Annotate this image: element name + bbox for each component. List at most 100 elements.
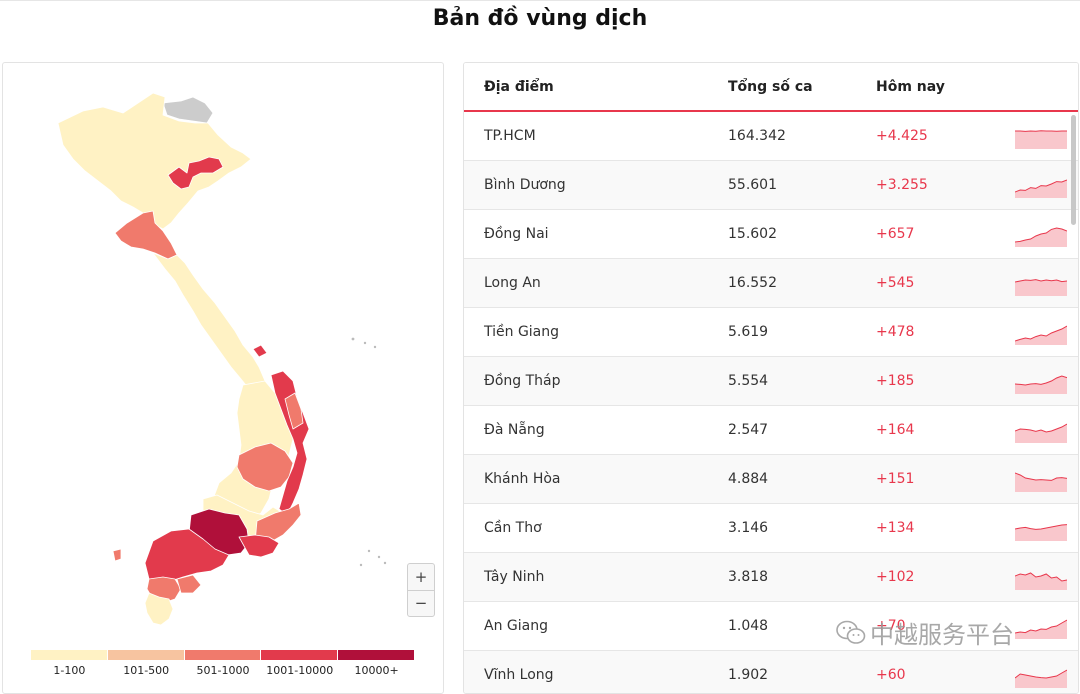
page-title: Bản đồ vùng dịch	[432, 6, 648, 31]
table-row[interactable]: Tiền Giang 5.619 +478	[464, 308, 1078, 357]
island-dot	[367, 549, 371, 553]
map-legend: 1-100 101-500 501-1000 1001-10000 10000+	[31, 650, 415, 680]
row-place: Bình Dương	[484, 177, 566, 193]
province-binh-dinh[interactable]	[284, 392, 304, 430]
row-today: +70	[876, 618, 906, 634]
row-today: +60	[876, 667, 906, 683]
province-ca-mau[interactable]	[144, 592, 174, 626]
sparkline-line	[1015, 472, 1067, 481]
province-hanoi[interactable]	[167, 156, 224, 190]
table-row[interactable]: Đồng Tháp 5.554 +185	[464, 357, 1078, 406]
table-row[interactable]: TP.HCM 164.342 +4.425	[464, 112, 1078, 161]
trend-sparkline	[1015, 669, 1067, 688]
sparkline-line	[1015, 524, 1067, 530]
row-total: 2.547	[728, 422, 769, 438]
table-row[interactable]: Bình Dương 55.601 +3.255	[464, 161, 1078, 210]
province-dak-lak[interactable]	[236, 442, 294, 492]
province-northwest[interactable]	[114, 210, 178, 260]
sparkline-area	[1015, 424, 1067, 443]
province-soc-trang[interactable]	[176, 574, 202, 594]
province-dong-nai[interactable]	[238, 534, 280, 558]
column-header-place[interactable]: Địa điểm	[484, 79, 554, 95]
zoom-in-button[interactable]: +	[414, 568, 428, 586]
row-place: Đồng Tháp	[484, 373, 561, 389]
sparkline-line	[1015, 572, 1067, 582]
legend-swatch-2	[107, 650, 184, 660]
sparkline-area	[1015, 670, 1067, 688]
row-today: +164	[876, 422, 915, 438]
row-place: Đồng Nai	[484, 226, 549, 242]
legend-swatch-4	[261, 650, 338, 660]
map-zoom-control: + −	[407, 563, 435, 617]
sparkline-area	[1015, 228, 1067, 247]
table-row[interactable]: Vĩnh Long 1.902 +60	[464, 651, 1078, 693]
province-north-region[interactable]	[57, 92, 252, 230]
table-row[interactable]: Khánh Hòa 4.884 +151	[464, 455, 1078, 504]
table-header: Địa điểm Tổng số ca Hôm nay	[464, 63, 1078, 112]
vietnam-choropleth-map[interactable]	[3, 63, 443, 643]
island-phu-quoc[interactable]	[112, 548, 122, 562]
row-total: 4.884	[728, 471, 769, 487]
row-total: 164.342	[728, 128, 786, 144]
sparkline-area	[1015, 524, 1067, 541]
province-thua-thien[interactable]	[252, 344, 268, 358]
table-scrollbar[interactable]	[1071, 115, 1076, 225]
trend-sparkline	[1015, 179, 1067, 198]
row-place: Khánh Hòa	[484, 471, 561, 487]
trend-sparkline	[1015, 375, 1067, 394]
column-header-today[interactable]: Hôm nay	[876, 79, 945, 95]
sparkline-line	[1015, 130, 1067, 132]
legend-label: 1001-10000	[266, 664, 334, 677]
island-dot	[359, 563, 363, 567]
table-row[interactable]: Cần Thơ 3.146 +134	[464, 504, 1078, 553]
province-northeast-nodata[interactable]	[162, 96, 214, 124]
row-total: 3.146	[728, 520, 769, 536]
sparkline-area	[1015, 376, 1067, 394]
cases-table-panel: Địa điểm Tổng số ca Hôm nay TP.HCM 164.34…	[463, 62, 1079, 694]
sparkline-line	[1015, 227, 1067, 243]
legend-label: 1-100	[53, 664, 86, 677]
sparkline-line	[1015, 279, 1067, 283]
trend-sparkline	[1015, 572, 1067, 590]
row-place: Long An	[484, 275, 541, 291]
table-row[interactable]: Đà Nẵng 2.547 +164	[464, 406, 1078, 455]
trend-sparkline	[1015, 524, 1067, 541]
legend-swatch-3	[184, 650, 261, 660]
row-total: 5.554	[728, 373, 769, 389]
sparkline-line	[1015, 619, 1067, 634]
watermark: 中越服务平台	[836, 615, 1014, 650]
trend-sparkline	[1015, 619, 1067, 639]
row-today: +102	[876, 569, 915, 585]
row-total: 1.048	[728, 618, 769, 634]
column-header-total[interactable]: Tổng số ca	[728, 79, 813, 95]
row-today: +3.255	[876, 177, 928, 193]
sparkline-line	[1015, 375, 1067, 386]
island-dot	[377, 555, 381, 559]
row-today: +134	[876, 520, 915, 536]
row-total: 15.602	[728, 226, 777, 242]
province-central-north[interactable]	[152, 252, 266, 394]
sparkline-area	[1015, 279, 1067, 296]
zoom-out-button[interactable]: −	[408, 590, 434, 616]
table-row[interactable]: An Giang 1.048 +70	[464, 602, 1078, 651]
sparkline-line	[1015, 669, 1067, 679]
trend-sparkline	[1015, 130, 1067, 149]
trend-sparkline	[1015, 423, 1067, 443]
table-row[interactable]: Long An 16.552 +545	[464, 259, 1078, 308]
sparkline-line	[1015, 179, 1067, 193]
table-row[interactable]: Đồng Nai 15.602 +657	[464, 210, 1078, 259]
sparkline-area	[1015, 573, 1067, 590]
table-row[interactable]: Tây Ninh 3.818 +102	[464, 553, 1078, 602]
row-total: 5.619	[728, 324, 769, 340]
sparkline-area	[1015, 130, 1067, 149]
row-today: +657	[876, 226, 915, 242]
legend-swatch-5	[338, 650, 414, 660]
row-place: Cần Thơ	[484, 520, 542, 536]
row-place: Tây Ninh	[484, 569, 545, 585]
trend-sparkline	[1015, 279, 1067, 296]
row-today: +4.425	[876, 128, 928, 144]
legend-swatch-1	[31, 650, 107, 660]
sparkline-line	[1015, 325, 1067, 342]
island-dot	[383, 561, 387, 565]
trend-sparkline	[1015, 325, 1067, 345]
